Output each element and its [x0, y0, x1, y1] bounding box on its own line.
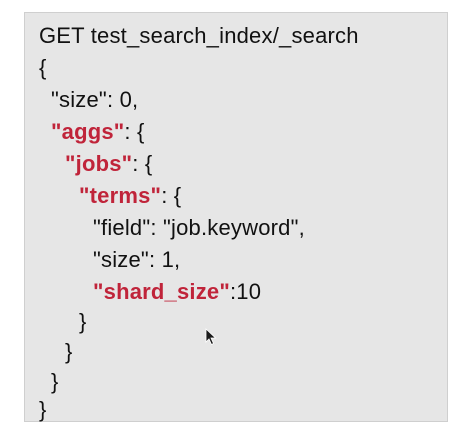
brace-close-terms: } — [79, 309, 87, 334]
jobs-line: "jobs": { — [65, 151, 152, 177]
jobs-suffix: : { — [132, 151, 153, 176]
brace-open-root: { — [39, 55, 47, 80]
terms-line: "terms": { — [79, 183, 181, 209]
jobs-key: "jobs" — [65, 151, 133, 176]
shard-size-line: "shard_size":10 — [93, 279, 261, 305]
aggs-suffix: : { — [124, 119, 145, 144]
terms-key: "terms" — [79, 183, 162, 208]
shard-size-suffix: :10 — [230, 279, 262, 304]
mouse-pointer-icon — [205, 328, 217, 346]
brace-close-aggs: } — [51, 369, 59, 394]
shard-size-key: "shard_size" — [93, 279, 230, 304]
size-one-line: "size": 1, — [93, 247, 181, 272]
aggs-line: "aggs": { — [51, 119, 145, 145]
terms-suffix: : { — [161, 183, 182, 208]
field-line: "field": "job.keyword", — [93, 215, 305, 240]
brace-close-jobs: } — [65, 339, 73, 364]
code-editor-panel[interactable]: GET test_search_index/_search { "size": … — [24, 12, 448, 422]
brace-close-root: } — [39, 397, 47, 422]
size-line: "size": 0, — [51, 87, 139, 112]
request-line: GET test_search_index/_search — [39, 23, 359, 48]
aggs-key: "aggs" — [51, 119, 125, 144]
